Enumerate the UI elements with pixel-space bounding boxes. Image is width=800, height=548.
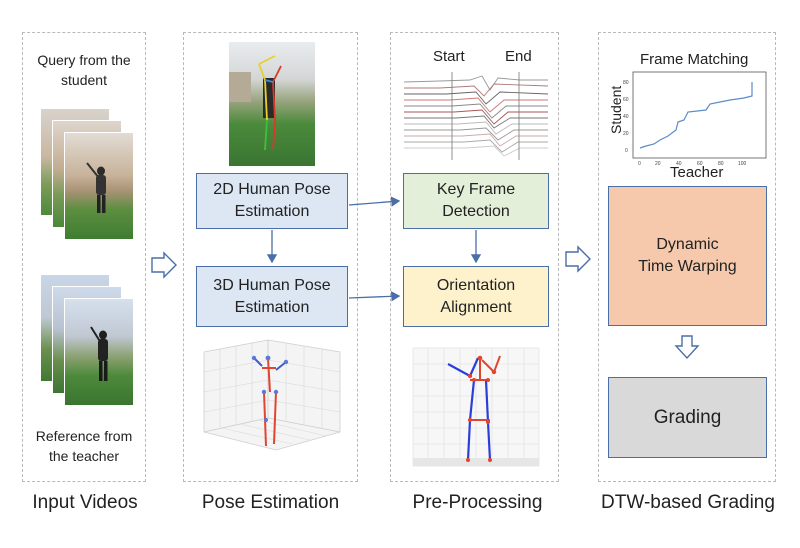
start-label: Start	[433, 48, 465, 65]
pose-2d-box[interactable]: 2D Human Pose Estimation	[196, 173, 348, 229]
keyframe-box[interactable]: Key Frame Detection	[403, 173, 549, 229]
dtw-label: Dynamic Time Warping	[638, 236, 737, 275]
dtw-title: DTW-based Grading	[601, 492, 775, 513]
pose-2d-photo	[229, 42, 315, 166]
pre-title: Pre-Processing	[412, 492, 543, 513]
pre-processing-panel	[390, 32, 559, 482]
query-caption: Query from the student	[37, 52, 131, 88]
pose-3d-label: 3D Human Pose Estimation	[213, 276, 331, 316]
grading-box[interactable]: Grading	[608, 377, 767, 458]
student-axis-label: Student	[608, 85, 624, 134]
dtw-grading-panel	[598, 32, 776, 482]
student-frame-front	[64, 132, 134, 240]
teacher-axis-label: Teacher	[670, 164, 724, 181]
pose-estimation-panel	[183, 32, 358, 482]
input-videos-panel	[22, 32, 146, 482]
orientation-box[interactable]: Orientation Alignment	[403, 266, 549, 327]
dtw-box[interactable]: Dynamic Time Warping	[608, 186, 767, 326]
reference-caption: Reference from the teacher	[35, 428, 133, 464]
grading-label: Grading	[653, 406, 722, 428]
arrow-pre-to-dtw	[565, 245, 591, 273]
pose-2d-label: 2D Human Pose Estimation	[213, 181, 331, 220]
pose-title: Pose Estimation	[201, 492, 340, 513]
arrow-input-to-pose	[151, 251, 177, 279]
keyframe-label: Key Frame Detection	[436, 181, 516, 220]
student-golfer-figure	[86, 162, 106, 213]
orientation-label: Orientation Alignment	[436, 276, 516, 316]
frame-matching-title: Frame Matching	[640, 51, 749, 68]
pose-2d-skeleton	[229, 55, 282, 151]
pose-3d-box[interactable]: 3D Human Pose Estimation	[196, 266, 348, 327]
input-title: Input Videos	[32, 492, 138, 513]
teacher-golfer-figure	[90, 326, 108, 381]
end-label: End	[505, 48, 532, 65]
student-video-stack	[40, 108, 140, 248]
teacher-frame-front	[64, 298, 134, 406]
teacher-video-stack	[40, 274, 140, 418]
